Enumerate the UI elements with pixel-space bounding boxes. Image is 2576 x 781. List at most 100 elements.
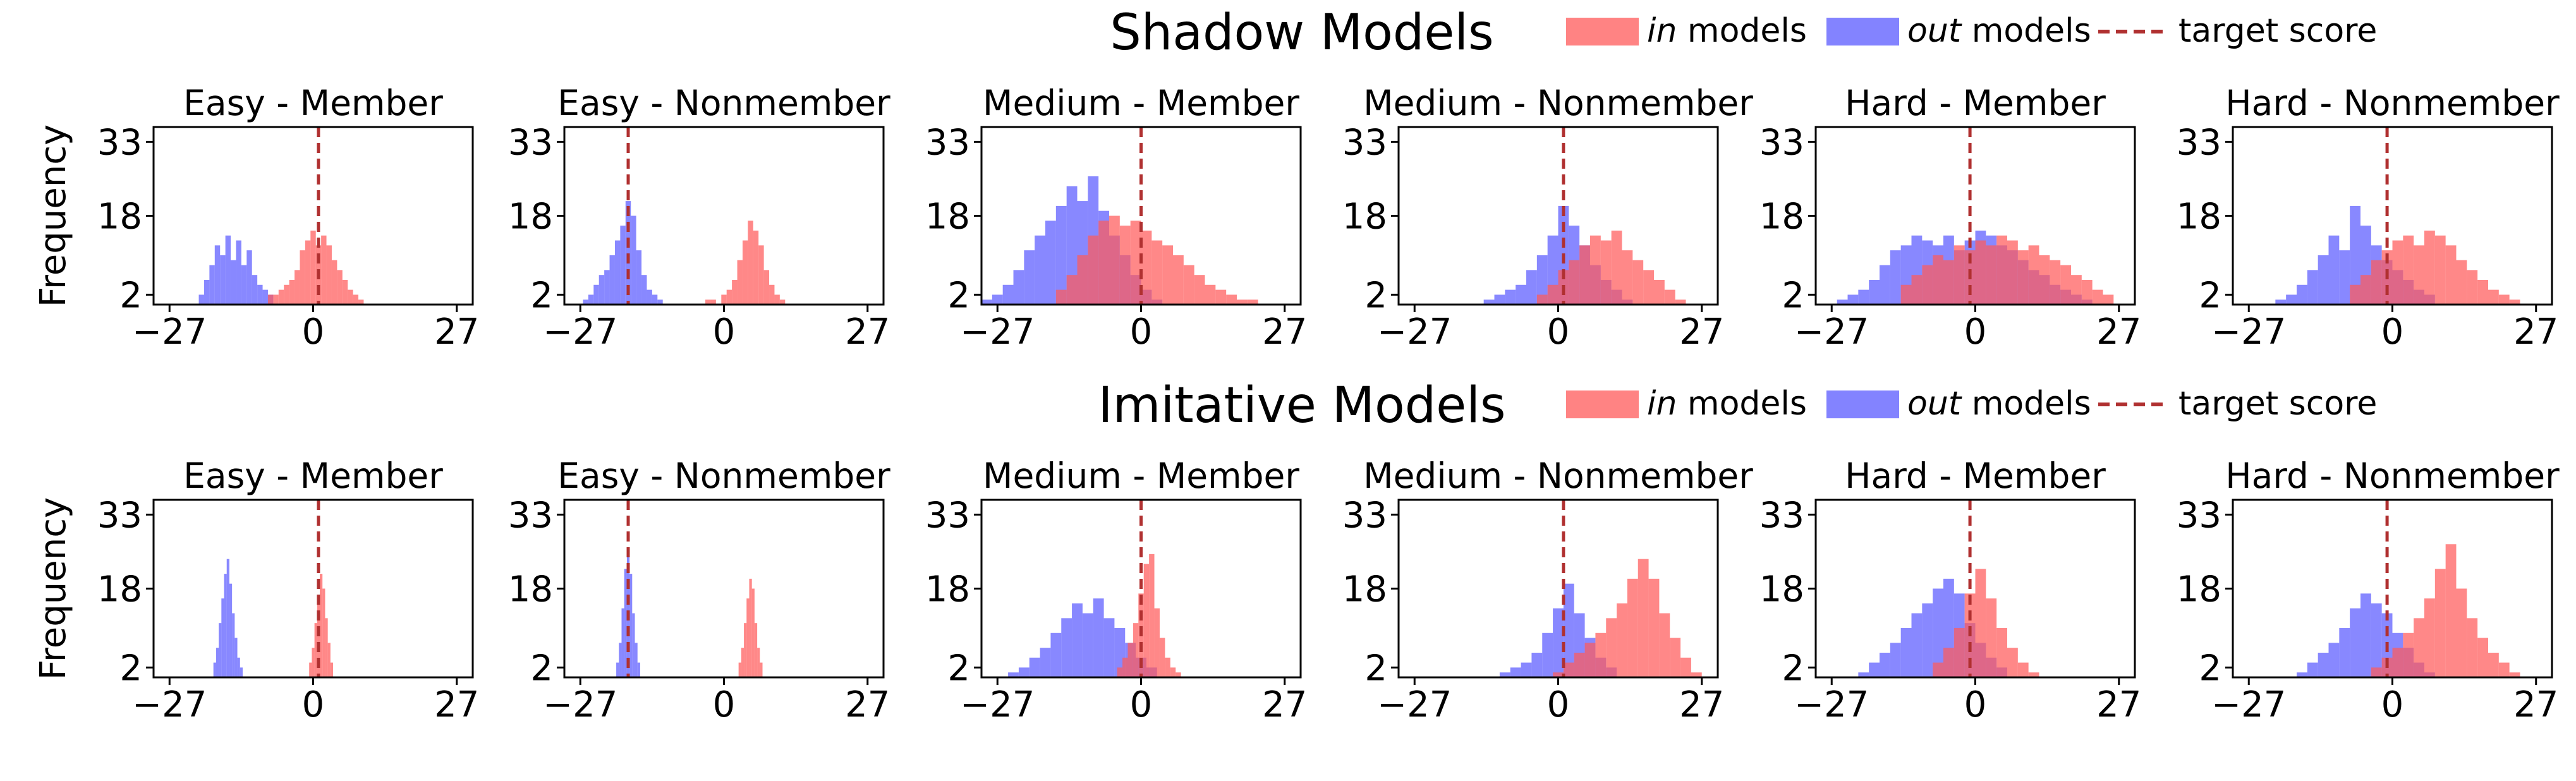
- x-tick-label: 27: [845, 312, 890, 353]
- bar-in: [1536, 294, 1548, 305]
- bar-out: [240, 667, 243, 677]
- legend-swatch-out: [1826, 390, 1899, 418]
- bar-out: [236, 240, 241, 305]
- bar-in: [2371, 667, 2382, 677]
- bar-in: [1547, 284, 1558, 305]
- bar-out: [620, 226, 626, 305]
- bar-in: [310, 230, 316, 305]
- bar-in: [2445, 245, 2457, 305]
- bar-in: [1643, 270, 1654, 305]
- bar-in: [1215, 289, 1227, 305]
- bar-out: [198, 294, 204, 305]
- bar-in: [1975, 569, 1986, 677]
- bar-in: [1986, 598, 1997, 677]
- bar-out: [2318, 255, 2329, 305]
- y-axis-label: Frequency: [33, 124, 74, 307]
- bar-in: [1933, 255, 1943, 305]
- bar-out: [637, 662, 640, 677]
- x-tick-label: −27: [1794, 312, 1869, 353]
- bar-out: [652, 294, 658, 305]
- bar-out: [241, 265, 247, 305]
- bar-in: [1953, 245, 1965, 305]
- bar-out: [616, 662, 619, 677]
- bar-in: [2477, 638, 2488, 677]
- bar-out: [204, 279, 210, 305]
- panel-title: Easy - Nonmember: [557, 456, 890, 496]
- legend-label-in-italic: in: [1647, 12, 1677, 50]
- bar-out: [1018, 667, 1030, 677]
- bar-out: [614, 240, 621, 305]
- y-tick-label: 2: [1364, 275, 1387, 316]
- bar-in: [758, 245, 764, 305]
- bar-in: [1247, 300, 1258, 305]
- x-tick-label: 27: [434, 312, 479, 353]
- bar-out: [629, 574, 633, 677]
- bar-in: [1617, 603, 1627, 677]
- legend-swatch-in: [1566, 18, 1639, 45]
- bar-in: [1654, 279, 1665, 305]
- bar-in: [331, 260, 337, 305]
- bar-in: [753, 230, 759, 305]
- y-tick-label: 2: [530, 275, 553, 316]
- bar-in: [1149, 554, 1155, 677]
- bar-in: [1606, 618, 1617, 677]
- bar-out: [1035, 235, 1045, 305]
- bar-in: [1627, 578, 1638, 677]
- bar-in: [353, 294, 359, 305]
- bar-out: [2328, 643, 2340, 677]
- x-tick-label: 27: [2096, 684, 2141, 725]
- bar-out: [1093, 598, 1104, 677]
- bar-out: [1050, 633, 1062, 677]
- bar-in: [2050, 260, 2061, 305]
- bar-out: [2307, 662, 2318, 677]
- bar-in: [763, 270, 770, 305]
- bar-out: [1082, 613, 1093, 677]
- y-tick-label: 33: [2177, 495, 2221, 536]
- x-tick-label: 27: [2096, 312, 2141, 353]
- bar-in: [1691, 672, 1702, 677]
- y-tick-label: 2: [1782, 275, 1804, 316]
- bar-in: [2414, 618, 2424, 677]
- bar-in: [1911, 275, 1923, 305]
- bar-in: [1584, 643, 1596, 677]
- bar-in: [1194, 275, 1205, 305]
- bar-in: [1680, 657, 1691, 677]
- y-tick-label: 2: [947, 275, 970, 316]
- x-tick-label: 27: [2513, 312, 2558, 353]
- bar-out: [636, 250, 642, 305]
- bar-in: [295, 270, 300, 305]
- bar-out: [1542, 633, 1553, 677]
- bar-out: [2339, 250, 2350, 305]
- bar-in: [2434, 569, 2446, 677]
- bar-in: [1117, 667, 1123, 677]
- x-tick-label: −27: [960, 312, 1035, 353]
- bar-out: [213, 662, 216, 677]
- bar-out: [992, 294, 1003, 305]
- panel-title: Easy - Member: [183, 456, 443, 496]
- bar-in: [320, 574, 323, 677]
- panel-medium-nonmember: Medium - Nonmember −27 0 27 2 18 33: [1342, 83, 1754, 353]
- bar-in: [2092, 289, 2103, 305]
- bar-out: [214, 245, 221, 305]
- y-tick-label: 18: [1342, 197, 1387, 238]
- bar-out: [1040, 648, 1051, 677]
- bar-out: [631, 215, 636, 305]
- bar-in: [1659, 613, 1670, 677]
- bar-out: [221, 598, 224, 677]
- bar-out: [632, 613, 635, 677]
- bar-in: [1159, 638, 1165, 677]
- panel-title: Hard - Nonmember: [2225, 456, 2560, 496]
- legend-label-out-italic: out: [1907, 12, 1962, 50]
- bar-out: [2286, 294, 2297, 305]
- bar-out: [225, 235, 231, 305]
- bar-out: [1008, 672, 1019, 677]
- panel-title: Hard - Nonmember: [2225, 83, 2560, 123]
- bar-in: [1579, 245, 1590, 305]
- panel-title: Hard - Member: [1845, 83, 2106, 123]
- bar-out: [237, 657, 240, 677]
- legend-label-in-italic: in: [1647, 385, 1677, 423]
- x-tick-label: −27: [1377, 312, 1452, 353]
- bar-in: [284, 284, 289, 305]
- y-tick-label: 33: [925, 122, 970, 163]
- bar-in: [1141, 230, 1152, 305]
